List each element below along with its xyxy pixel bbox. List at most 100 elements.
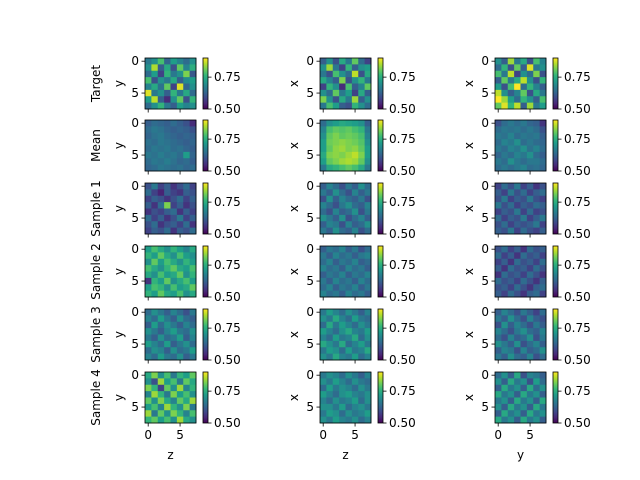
y-tick-label: 0 <box>131 54 139 68</box>
heatmap-cell <box>320 315 327 323</box>
colorbar-tick-label: 0.50 <box>389 353 416 367</box>
heatmap-cell <box>326 145 334 153</box>
heatmap-cell <box>520 340 528 348</box>
heatmap-cell <box>326 384 334 392</box>
heatmap-cell <box>345 151 353 159</box>
heatmap-cell <box>507 403 515 411</box>
heatmap-cell <box>151 58 159 65</box>
heatmap-cell <box>176 416 184 424</box>
heatmap-cell <box>157 214 165 222</box>
heatmap-cell <box>164 58 171 65</box>
heatmap-cell <box>189 132 197 140</box>
heatmap-cell <box>495 70 502 78</box>
heatmap-cell <box>320 328 327 335</box>
heatmap-cell <box>514 183 521 190</box>
heatmap-cell <box>332 265 340 272</box>
heatmap-cell <box>151 265 159 272</box>
heatmap-cell <box>183 416 191 424</box>
heatmap-cell <box>183 120 191 127</box>
heatmap-cell <box>189 277 197 285</box>
heatmap-cell <box>364 416 372 424</box>
heatmap-cell <box>189 258 197 266</box>
heatmap-cell <box>183 77 191 84</box>
heatmap-cell <box>170 258 178 266</box>
heatmap-cell <box>501 227 509 235</box>
heatmap-cell <box>320 145 327 153</box>
heatmap-cell <box>157 328 165 335</box>
heatmap-cell <box>339 183 346 190</box>
heatmap-cell <box>526 410 534 418</box>
heatmap-cell <box>332 258 340 266</box>
heatmap-cell <box>495 158 502 166</box>
colorbar-tick-label: 0.50 <box>214 416 241 430</box>
heatmap-cell <box>183 70 191 78</box>
heatmap-cell <box>539 214 547 222</box>
heatmap-cell <box>358 164 366 172</box>
heatmap-cell <box>345 391 353 398</box>
heatmap-cell <box>514 214 521 222</box>
heatmap-cell <box>157 120 165 127</box>
heatmap-cell <box>514 246 521 253</box>
heatmap-cell <box>351 315 359 323</box>
heatmap-cell <box>189 372 197 379</box>
heatmap-cell <box>326 403 334 411</box>
heatmap-cell <box>176 89 184 97</box>
row-label: Sample 4 <box>89 369 103 425</box>
heatmap-cell <box>176 246 184 253</box>
heatmap-cell <box>151 120 159 127</box>
heatmap-cell <box>501 290 509 298</box>
heatmap-frame <box>144 308 197 361</box>
heatmap-cell <box>145 126 152 134</box>
heatmap-cell <box>145 353 152 361</box>
heatmap-cell <box>507 77 515 84</box>
heatmap-cell <box>539 321 547 329</box>
heatmap-cell <box>501 397 509 405</box>
heatmap-cell <box>345 195 353 203</box>
heatmap-cell <box>507 410 515 418</box>
heatmap-cell <box>533 64 541 72</box>
heatmap-cell <box>157 132 165 140</box>
heatmap-cell <box>351 83 359 91</box>
heatmap-cell <box>533 309 541 316</box>
heatmap-cell <box>514 290 521 298</box>
heatmap-cell <box>526 158 534 166</box>
heatmap-cell <box>320 246 327 253</box>
heatmap-cell <box>183 397 191 405</box>
heatmap-cell <box>164 290 171 298</box>
heatmap-cell <box>332 89 340 97</box>
heatmap-cell <box>539 340 547 348</box>
heatmap-cell <box>514 64 521 72</box>
heatmap-cell <box>507 265 515 272</box>
heatmap-cell <box>164 397 171 405</box>
heatmap-cell <box>351 77 359 84</box>
heatmap-cell <box>501 120 509 127</box>
heatmap-cell <box>151 202 159 209</box>
heatmap-cell <box>157 151 165 159</box>
heatmap-cell <box>164 70 171 78</box>
heatmap-cell <box>358 227 366 235</box>
heatmap-cell <box>351 391 359 398</box>
heatmap-cell <box>176 372 184 379</box>
heatmap-cell <box>514 164 521 172</box>
heatmap-cell <box>345 378 353 386</box>
heatmap-cell <box>170 77 178 84</box>
heatmap-cell <box>170 202 178 209</box>
heatmap-cell <box>345 252 353 260</box>
heatmap-cell <box>533 96 541 104</box>
heatmap-cell <box>358 340 366 348</box>
heatmap-cell <box>332 83 340 91</box>
heatmap-cell <box>176 126 184 134</box>
heatmap-cell <box>339 372 346 379</box>
y-tick-label: 0 <box>131 242 139 256</box>
heatmap-cell <box>539 384 547 392</box>
colorbar-tick-label: 0.50 <box>564 227 591 241</box>
heatmap-cell <box>170 214 178 222</box>
heatmap-cell <box>326 340 334 348</box>
heatmap-cell <box>351 151 359 159</box>
heatmap-cell <box>507 221 515 229</box>
heatmap-cell <box>320 265 327 272</box>
heatmap-cell <box>495 315 502 323</box>
y-tick-label: 5 <box>131 148 139 162</box>
heatmap-cell <box>539 372 547 379</box>
